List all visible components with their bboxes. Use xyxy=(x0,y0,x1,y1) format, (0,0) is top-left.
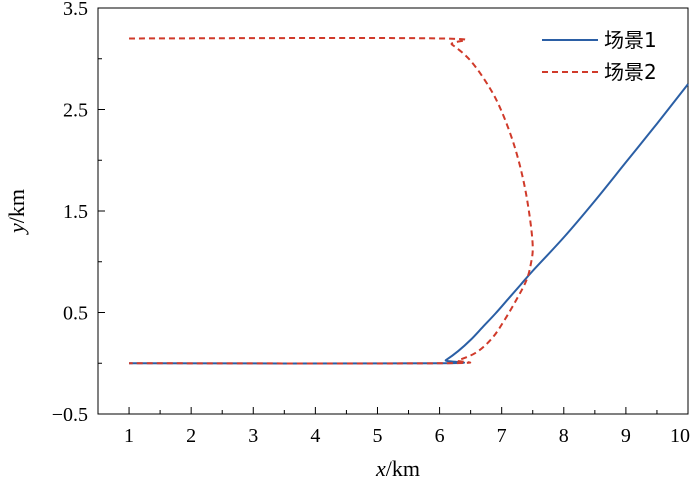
plot-frame xyxy=(97,7,689,415)
x-tick-label: 8 xyxy=(559,425,569,447)
x-tick-label: 9 xyxy=(621,425,631,447)
x-tick-label: 1 xyxy=(124,425,134,447)
y-tick-label: 2.5 xyxy=(63,100,88,122)
x-tick-label: 2 xyxy=(186,425,196,447)
y-tick-label: 3.5 xyxy=(63,0,88,20)
y-axis-label: y/km xyxy=(4,189,29,235)
y-axis-var: y xyxy=(4,223,29,235)
x-tick-label: 6 xyxy=(435,425,445,447)
x-tick-label: 5 xyxy=(372,425,382,447)
legend-label-1: 场景1 xyxy=(604,28,657,52)
y-tick-label: 1.5 xyxy=(63,201,88,223)
series-line-1 xyxy=(129,83,689,365)
y-axis: −0.5 0.5 1.5 2.5 3.5 xyxy=(52,0,105,426)
x-axis-var: x xyxy=(375,456,386,481)
y-tick-label: 0.5 xyxy=(63,303,88,325)
series-line-2 xyxy=(129,36,534,365)
legend-label-2: 场景2 xyxy=(604,60,657,84)
y-axis-unit: /km xyxy=(4,189,29,223)
x-tick-label: 10 xyxy=(670,425,690,447)
x-tick-label: 3 xyxy=(248,425,258,447)
x-tick-label: 4 xyxy=(310,425,320,447)
x-axis: 1 2 3 4 5 6 7 8 9 10 xyxy=(124,407,690,447)
series-group xyxy=(129,36,689,365)
x-tick-label: 7 xyxy=(497,425,507,447)
y-tick-label: −0.5 xyxy=(52,404,88,426)
x-axis-label: x/km xyxy=(375,456,420,481)
legend: 场景1 场景2 xyxy=(542,28,657,84)
x-axis-unit: /km xyxy=(386,456,420,481)
